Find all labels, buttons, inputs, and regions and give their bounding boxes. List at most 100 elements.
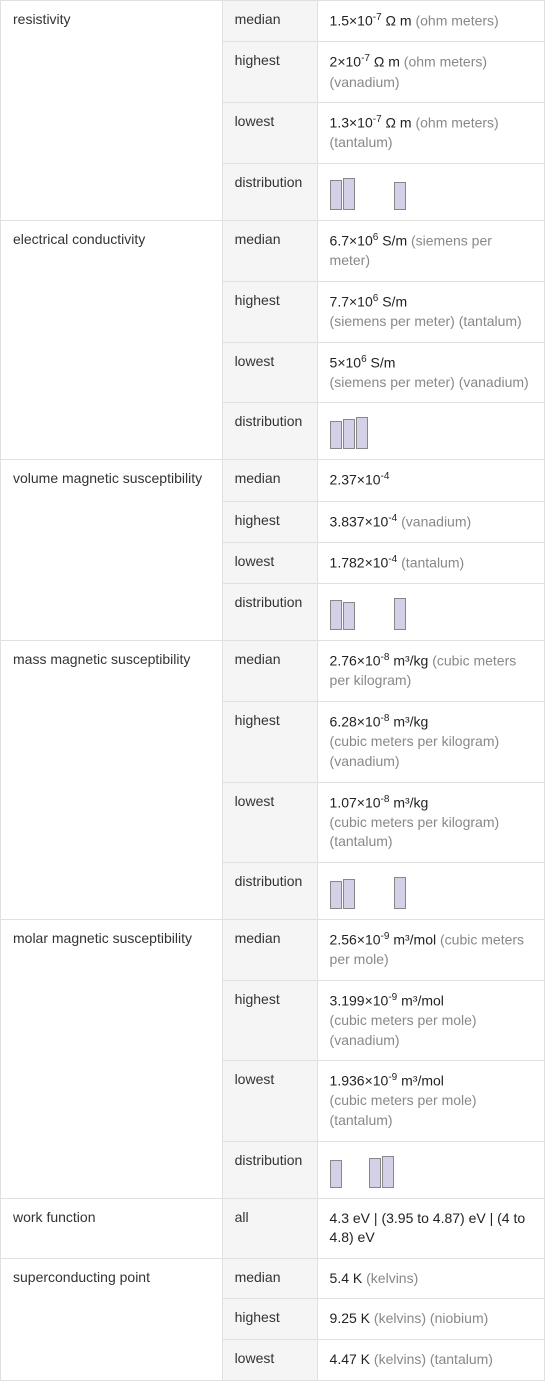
stat-label: highest xyxy=(222,1299,317,1340)
stat-label: median xyxy=(222,1,317,42)
distribution-bar xyxy=(343,602,355,630)
value-text: 1.782×10 xyxy=(330,555,389,571)
value-cell xyxy=(317,1141,544,1198)
value-annotation: (kelvins) xyxy=(366,1270,418,1286)
table-row: electrical conductivitymedian6.7×106 S/m… xyxy=(1,220,545,281)
distribution-bar xyxy=(394,598,406,630)
stat-label: lowest xyxy=(222,542,317,583)
value-annotation: (siemens per meter) (vanadium) xyxy=(330,374,529,390)
stat-label: lowest xyxy=(222,782,317,862)
table-row: mass magnetic susceptibilitymedian2.76×1… xyxy=(1,641,545,702)
stat-label: distribution xyxy=(222,1141,317,1198)
value-text: 7.7×10 xyxy=(330,293,373,309)
value-cell: 1.3×10-7 Ω m (ohm meters) (tantalum) xyxy=(317,103,544,164)
stat-label: highest xyxy=(222,702,317,782)
distribution-bar xyxy=(343,419,355,449)
value-annotation: (tantalum) xyxy=(401,555,464,571)
distribution-bar xyxy=(356,417,368,449)
value-cell: 2.37×10-4 xyxy=(317,460,544,501)
value-cell: 2.76×10-8 m³/kg (cubic meters per kilogr… xyxy=(317,641,544,702)
property-name: electrical conductivity xyxy=(1,220,223,460)
stat-label: lowest xyxy=(222,1340,317,1381)
value-text: 9.25 K xyxy=(330,1310,374,1326)
stat-label: highest xyxy=(222,980,317,1060)
distribution-bar xyxy=(330,180,342,210)
value-text: 1.936×10 xyxy=(330,1073,389,1089)
stat-label: highest xyxy=(222,281,317,342)
value-cell: 3.837×10-4 (vanadium) xyxy=(317,501,544,542)
distribution-chart xyxy=(330,594,532,630)
distribution-bar xyxy=(394,877,406,909)
value-text: 1.07×10 xyxy=(330,794,381,810)
distribution-bar xyxy=(330,600,342,630)
properties-table: resistivitymedian1.5×10-7 Ω m (ohm meter… xyxy=(0,0,545,1381)
value-annotation: (ohm meters) xyxy=(415,13,498,29)
distribution-bar xyxy=(330,1160,342,1188)
stat-label: lowest xyxy=(222,342,317,403)
distribution-bar xyxy=(369,1158,381,1188)
stat-label: distribution xyxy=(222,403,317,460)
stat-label: all xyxy=(222,1198,317,1258)
property-name: mass magnetic susceptibility xyxy=(1,641,223,920)
value-text: 4.47 K xyxy=(330,1351,374,1367)
distribution-bar xyxy=(394,182,406,210)
value-text: 3.837×10 xyxy=(330,513,389,529)
distribution-chart xyxy=(330,413,532,449)
stat-label: distribution xyxy=(222,862,317,919)
value-cell: 1.5×10-7 Ω m (ohm meters) xyxy=(317,1,544,42)
stat-label: lowest xyxy=(222,1061,317,1141)
value-text: 1.5×10 xyxy=(330,13,373,29)
value-cell: 1.936×10-9 m³/mol(cubic meters per mole)… xyxy=(317,1061,544,1141)
stat-label: median xyxy=(222,641,317,702)
table-row: work functionall4.3 eV | (3.95 to 4.87) … xyxy=(1,1198,545,1258)
value-cell: 9.25 K (kelvins) (niobium) xyxy=(317,1299,544,1340)
distribution-chart xyxy=(330,873,532,909)
value-cell xyxy=(317,163,544,220)
distribution-bar xyxy=(330,881,342,909)
table-row: volume magnetic susceptibilitymedian2.37… xyxy=(1,460,545,501)
distribution-bar xyxy=(343,178,355,210)
value-text: 5.4 K xyxy=(330,1270,367,1286)
value-annotation: (cubic meters per kilogram) (tantalum) xyxy=(330,814,500,850)
property-name: work function xyxy=(1,1198,223,1258)
stat-label: median xyxy=(222,220,317,281)
value-cell: 3.199×10-9 m³/mol(cubic meters per mole)… xyxy=(317,980,544,1060)
table-row: superconducting pointmedian5.4 K (kelvin… xyxy=(1,1258,545,1299)
value-cell: 2×10-7 Ω m (ohm meters) (vanadium) xyxy=(317,42,544,103)
property-name: superconducting point xyxy=(1,1258,223,1380)
stat-label: highest xyxy=(222,42,317,103)
value-text: 2.56×10 xyxy=(330,932,381,948)
table-row: molar magnetic susceptibilitymedian2.56×… xyxy=(1,919,545,980)
value-text: 2×10 xyxy=(330,54,362,70)
distribution-bar xyxy=(330,421,342,449)
value-annotation: (siemens per meter) (tantalum) xyxy=(330,313,522,329)
value-text: 6.7×10 xyxy=(330,233,373,249)
value-cell: 4.3 eV | (3.95 to 4.87) eV | (4 to 4.8) … xyxy=(317,1198,544,1258)
property-name: volume magnetic susceptibility xyxy=(1,460,223,641)
stat-label: highest xyxy=(222,501,317,542)
stat-label: distribution xyxy=(222,163,317,220)
stat-label: median xyxy=(222,460,317,501)
value-annotation: (vanadium) xyxy=(401,513,471,529)
value-text: 3.199×10 xyxy=(330,992,389,1008)
value-cell xyxy=(317,862,544,919)
value-cell: 5.4 K (kelvins) xyxy=(317,1258,544,1299)
value-cell: 4.47 K (kelvins) (tantalum) xyxy=(317,1340,544,1381)
distribution-chart xyxy=(330,174,532,210)
value-annotation: (kelvins) (tantalum) xyxy=(374,1351,493,1367)
value-cell xyxy=(317,403,544,460)
value-cell: 6.7×106 S/m (siemens per meter) xyxy=(317,220,544,281)
value-cell: 1.782×10-4 (tantalum) xyxy=(317,542,544,583)
value-text: 1.3×10 xyxy=(330,115,373,131)
stat-label: distribution xyxy=(222,584,317,641)
value-annotation: (kelvins) (niobium) xyxy=(374,1310,488,1326)
table-row: resistivitymedian1.5×10-7 Ω m (ohm meter… xyxy=(1,1,545,42)
value-cell: 1.07×10-8 m³/kg(cubic meters per kilogra… xyxy=(317,782,544,862)
stat-label: lowest xyxy=(222,103,317,164)
value-text: 6.28×10 xyxy=(330,714,381,730)
value-cell: 6.28×10-8 m³/kg(cubic meters per kilogra… xyxy=(317,702,544,782)
value-cell xyxy=(317,584,544,641)
value-text: 2.37×10 xyxy=(330,472,381,488)
value-cell: 7.7×106 S/m(siemens per meter) (tantalum… xyxy=(317,281,544,342)
stat-label: median xyxy=(222,919,317,980)
